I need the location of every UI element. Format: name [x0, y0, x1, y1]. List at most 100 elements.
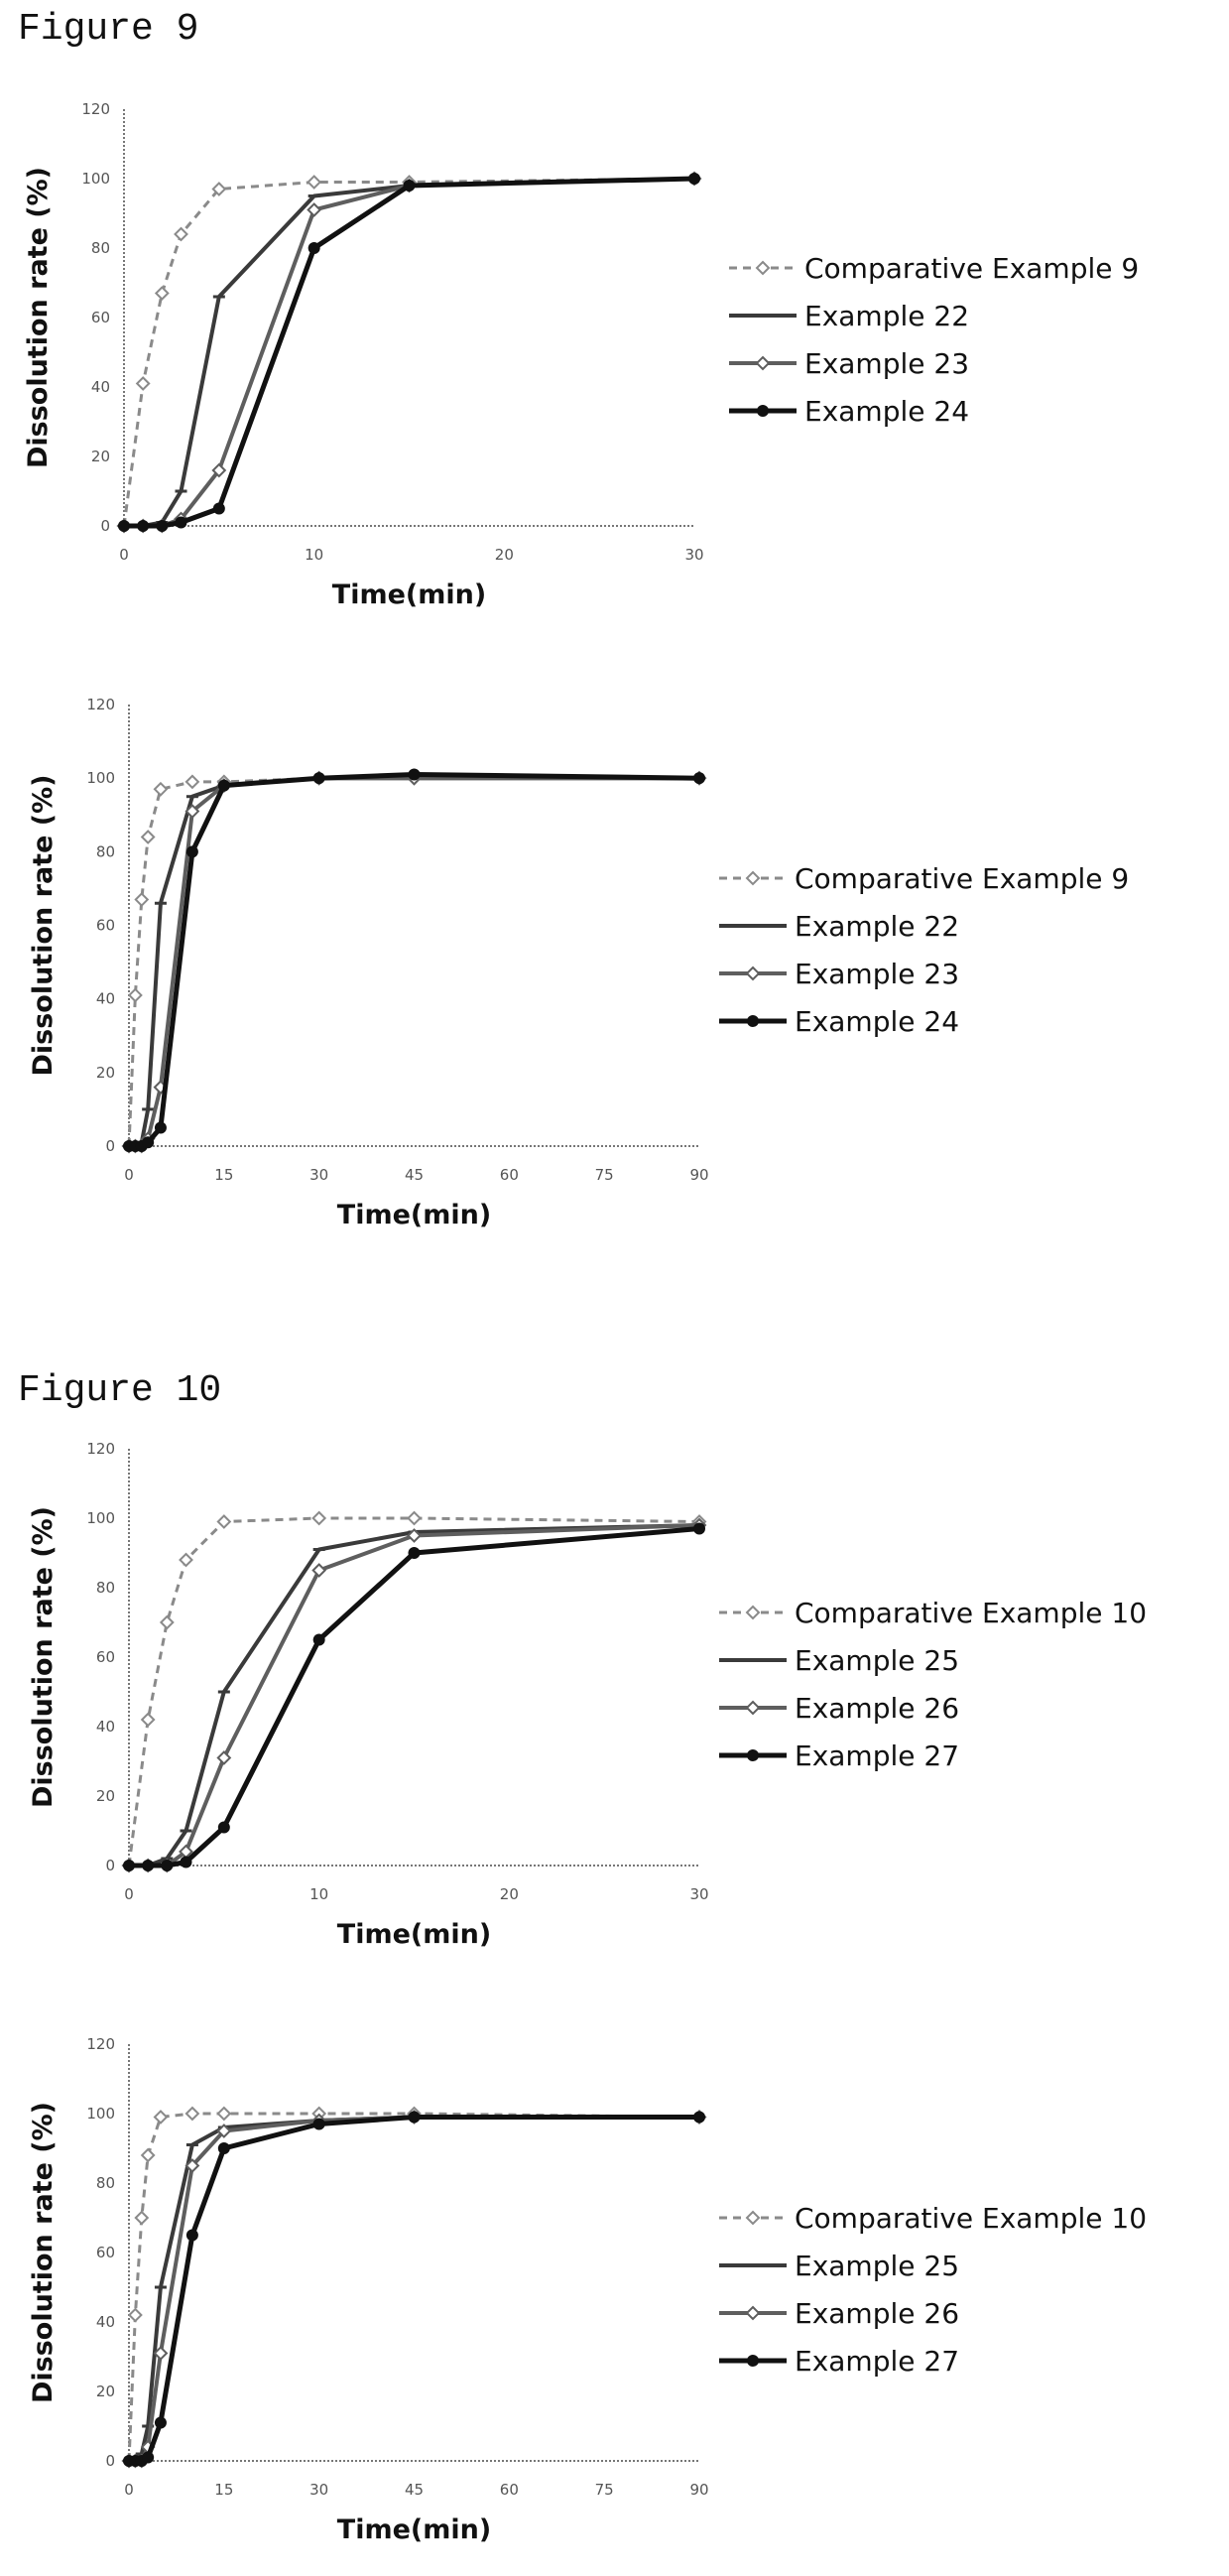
data-point — [153, 2346, 169, 2361]
y-tick-label: 20 — [96, 1787, 115, 1805]
y-tick-label: 0 — [100, 517, 110, 535]
series-line-4 — [129, 2115, 699, 2464]
y-tick-label: 20 — [96, 2383, 115, 2400]
data-point — [216, 1514, 232, 1529]
data-point — [311, 1563, 327, 1578]
x-tick-label: 10 — [305, 546, 323, 564]
data-point — [142, 2451, 155, 2464]
data-point — [312, 2118, 325, 2130]
legend-label-4: Example 24 — [804, 395, 969, 428]
data-point — [688, 173, 700, 185]
y-tick-label: 0 — [105, 2452, 115, 2470]
y-tick-label: 120 — [81, 100, 110, 118]
data-point — [161, 1860, 174, 1871]
series-line-1 — [127, 2112, 700, 2462]
data-point — [156, 520, 169, 532]
series-line-2 — [129, 776, 699, 1148]
data-point — [142, 1136, 155, 1149]
data-point — [184, 774, 200, 790]
x-axis-label: Time(min) — [337, 1919, 491, 1950]
y-axis-label: Dissolution rate (%) — [23, 167, 54, 468]
x-tick-label: 45 — [405, 1166, 424, 1184]
legend-label-3: Example 23 — [804, 347, 969, 380]
data-point — [185, 2229, 198, 2242]
data-point — [312, 772, 325, 785]
data-point — [154, 1121, 167, 1134]
legend-marker — [757, 405, 769, 417]
dissolution-chart-fig9-30min: 0 20 40 60 80 100 120 0 10 20 30 Time(min) Dissoluti… — [23, 100, 1139, 610]
y-axis-label: Dissolution rate (%) — [28, 774, 59, 1076]
y-tick-label: 80 — [91, 239, 110, 257]
legend-marker — [745, 2305, 761, 2321]
data-point — [216, 2106, 232, 2122]
x-axis-label: Time(min) — [337, 1200, 491, 1230]
x-axis-label: Time(min) — [337, 2514, 491, 2545]
y-tick-label: 60 — [91, 309, 110, 326]
data-point — [175, 516, 187, 529]
legend-marker — [747, 1749, 759, 1761]
figure-10-title: Figure 10 — [18, 1369, 222, 1412]
legend-label-3: Example 26 — [795, 2297, 959, 2330]
y-tick-label: 80 — [96, 2174, 115, 2192]
y-tick-label: 120 — [86, 1440, 115, 1458]
y-tick-label: 0 — [105, 1137, 115, 1155]
data-point — [217, 1821, 230, 1834]
x-tick-label: 75 — [595, 1166, 614, 1184]
series-line-1 — [122, 177, 695, 527]
y-tick-label: 80 — [96, 842, 115, 860]
legend-marker — [747, 1015, 759, 1027]
data-point — [408, 1547, 421, 1559]
legend-label-2: Example 25 — [795, 2250, 959, 2282]
data-point — [312, 1633, 325, 1646]
x-tick-label: 60 — [500, 2481, 519, 2499]
legend-label-4: Example 27 — [795, 2345, 959, 2378]
y-tick-label: 100 — [86, 2105, 115, 2123]
data-point — [184, 2158, 200, 2173]
y-tick-label: 40 — [96, 1718, 115, 1736]
data-point — [142, 1860, 155, 1871]
x-tick-label: 15 — [214, 2481, 233, 2499]
x-tick-label: 90 — [689, 1166, 708, 1184]
x-tick-label: 0 — [119, 546, 129, 564]
y-axis-label: Dissolution rate (%) — [28, 2102, 59, 2403]
data-point — [134, 892, 150, 907]
data-point — [118, 520, 130, 532]
legend-label-4: Example 27 — [795, 1739, 959, 1772]
data-point — [403, 180, 416, 192]
x-axis-label: Time(min) — [332, 580, 486, 610]
legend-marker — [745, 870, 761, 886]
x-tick-label: 30 — [684, 546, 703, 564]
y-tick-label: 120 — [86, 696, 115, 713]
legend-label-2: Example 22 — [795, 910, 959, 943]
data-point — [216, 1750, 232, 1765]
series-line-1 — [127, 1516, 700, 1867]
data-point — [216, 2124, 232, 2138]
data-point — [211, 182, 227, 196]
dissolution-chart-fig9-90min: 0 20 40 60 80 100 120 0 15 30 45 60 75 90 Time(min) Dis… — [28, 696, 1129, 1230]
legend-marker — [745, 2210, 761, 2226]
data-point — [211, 462, 227, 478]
x-tick-label: 30 — [309, 1166, 328, 1184]
y-tick-label: 80 — [96, 1579, 115, 1597]
legend-label-2: Example 25 — [795, 1644, 959, 1677]
data-point — [134, 2210, 150, 2226]
series-line-4 — [129, 1526, 700, 1868]
y-tick-label: 0 — [105, 1857, 115, 1874]
y-tick-label: 20 — [96, 1064, 115, 1082]
legend-label-3: Example 23 — [795, 958, 959, 990]
legend-marker — [745, 1700, 761, 1716]
data-point — [408, 768, 421, 781]
legend-label-1: Comparative Example 9 — [804, 252, 1139, 285]
data-point — [179, 1552, 193, 1568]
data-point — [693, 2111, 705, 2124]
data-point — [153, 781, 169, 797]
data-point — [217, 779, 230, 792]
x-tick-label: 0 — [124, 2481, 134, 2499]
dissolution-chart-fig10-90min: 0 20 40 60 80 100 120 0 15 30 45 60 75 90 Time(min) Dis… — [28, 2035, 1147, 2545]
data-point — [137, 520, 150, 532]
data-point — [307, 175, 322, 190]
y-tick-label: 100 — [86, 1509, 115, 1527]
data-point — [212, 502, 225, 515]
x-tick-label: 0 — [124, 1166, 134, 1184]
y-tick-label: 40 — [91, 378, 110, 396]
